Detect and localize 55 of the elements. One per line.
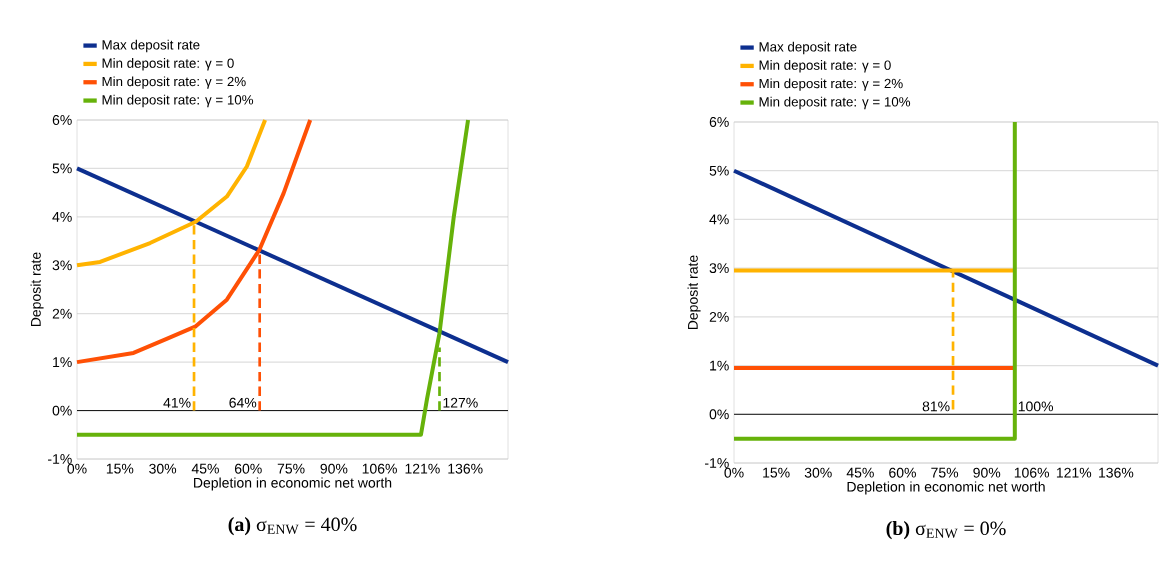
legend-label: Min deposit rate: γ = 10% — [759, 96, 911, 110]
text: (b) σ$_{ENW}$ = 0% — [886, 521, 1006, 540]
annotation: 41% — [163, 397, 191, 408]
y-tick-label: 0% — [709, 409, 729, 420]
y-tick-label: -1% — [48, 454, 72, 464]
legend-label: Min deposit rate: γ = 2% — [759, 78, 903, 91]
y-tick-label: 6% — [52, 115, 72, 125]
x-tick-label: 121% — [1056, 467, 1092, 478]
y-tick-label: 0% — [52, 405, 72, 416]
x-tick-label: 0% — [724, 467, 744, 478]
y-tick-label: 5% — [52, 163, 72, 174]
legend-label: Min deposit rate: γ = 0 — [102, 58, 234, 71]
x-axis-title: Depletion in economic net worth — [847, 481, 1045, 495]
y-axis-title: Deposit rate — [687, 255, 701, 330]
y-tick-label: -1% — [705, 458, 729, 468]
x-tick-label: 60% — [234, 463, 262, 474]
x-tick-label: 15% — [106, 463, 134, 474]
y-tick-label: 3% — [709, 263, 729, 274]
x-tick-label: 60% — [889, 467, 916, 478]
y-tick-label: 1% — [53, 357, 72, 368]
x-tick-label: 0% — [67, 463, 87, 474]
y-axis-title: Deposit rate — [30, 252, 44, 327]
x-tick-label: 75% — [277, 463, 305, 474]
y-tick-label: 4% — [709, 214, 729, 225]
x-tick-label: 90% — [320, 463, 348, 474]
annotation: 127% — [443, 397, 478, 408]
x-tick-label: 45% — [846, 467, 874, 478]
x-tick-label: 136% — [448, 463, 483, 474]
y-tick-label: 2% — [709, 311, 729, 322]
x-tick-label: 15% — [763, 467, 790, 478]
y-tick-label: 3% — [52, 260, 72, 271]
x-tick-label: 45% — [191, 463, 219, 474]
legend-label: Min deposit rate: γ = 2% — [102, 76, 246, 89]
y-tick-label: 2% — [52, 308, 72, 319]
x-tick-label: 136% — [1099, 467, 1134, 478]
y-tick-label: 6% — [709, 117, 729, 127]
legend-label: Max deposit rate — [759, 41, 857, 55]
text: (a) σ$_{ENW}$ = 40% — [228, 517, 357, 536]
y-tick-label: 4% — [52, 211, 72, 222]
x-tick-label: 90% — [973, 467, 1001, 478]
annotation: 64% — [229, 397, 257, 408]
x-tick-label: 106% — [1014, 467, 1050, 478]
x-tick-label: 121% — [405, 463, 440, 474]
x-tick-label: 106% — [362, 463, 397, 474]
x-tick-label: 30% — [804, 467, 832, 478]
legend-label: Max deposit rate — [102, 39, 200, 53]
x-tick-label: 30% — [149, 463, 177, 474]
y-tick-label: 5% — [709, 165, 729, 176]
x-axis-title: Depletion in economic net worth — [194, 477, 392, 491]
legend-label: Min deposit rate: γ = 10% — [102, 94, 254, 108]
y-tick-label: 1% — [710, 360, 729, 371]
annotation: 100% — [1018, 401, 1054, 412]
legend-label: Min deposit rate: γ = 0 — [759, 60, 891, 73]
x-tick-label: 75% — [931, 467, 959, 478]
annotation: 81% — [922, 401, 950, 412]
